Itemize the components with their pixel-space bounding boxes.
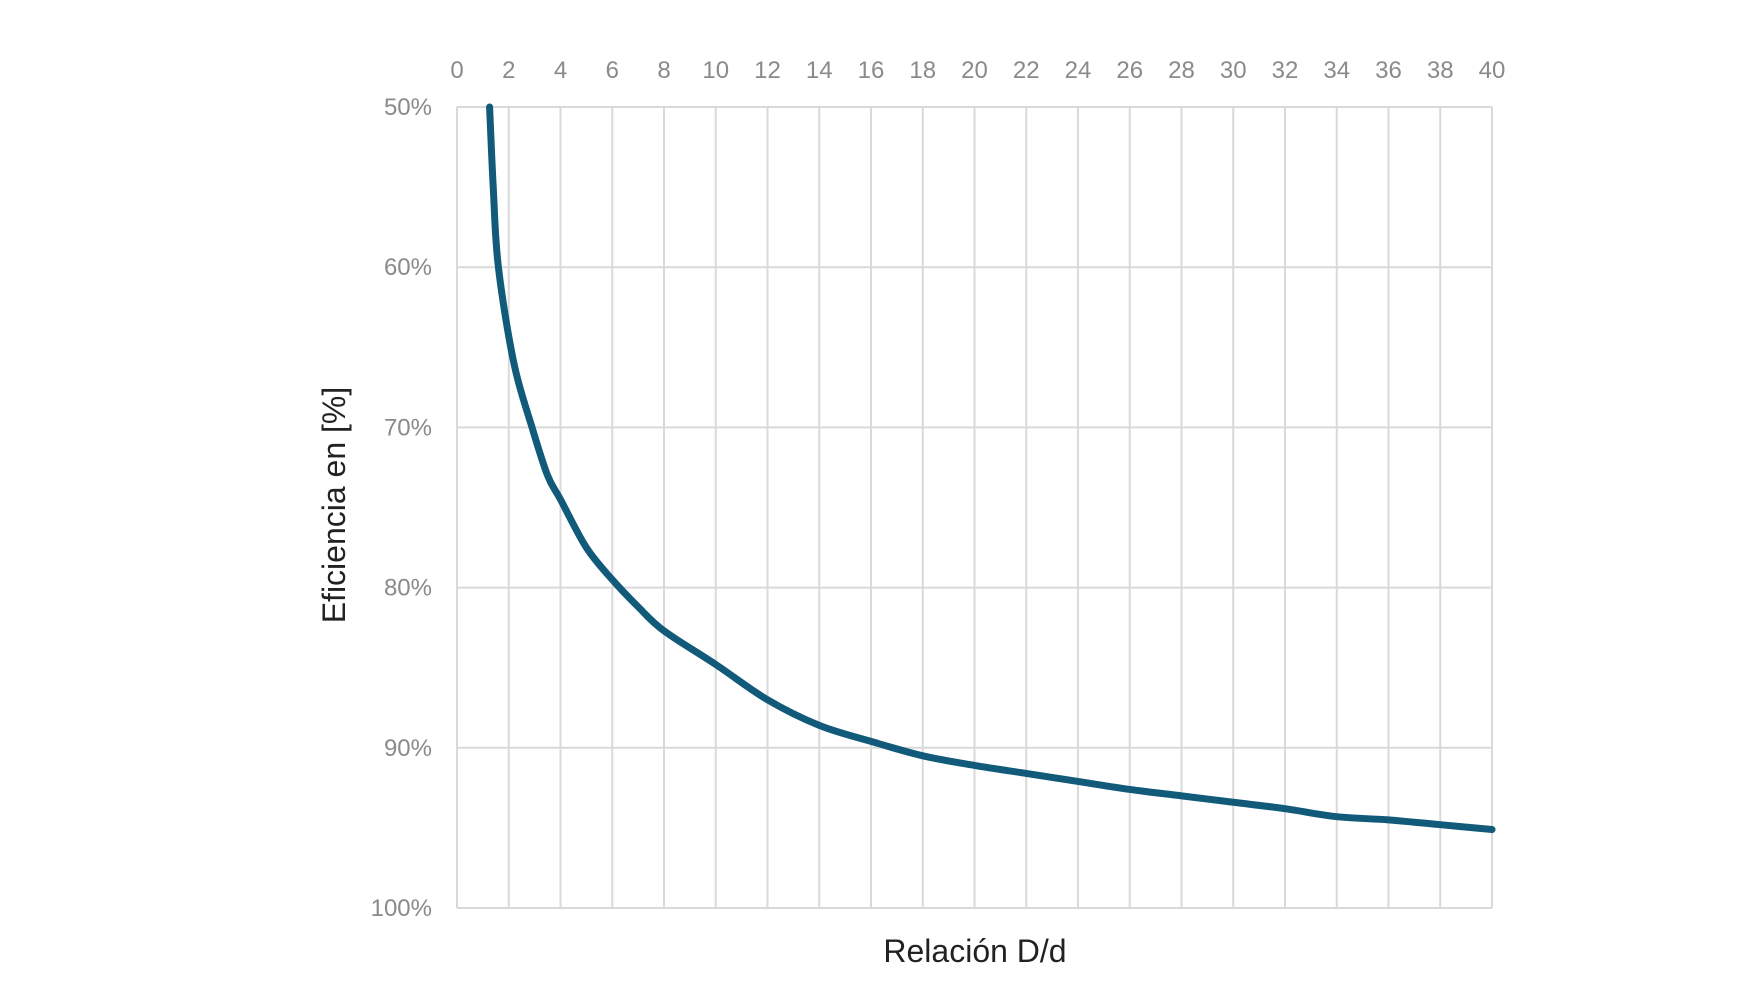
x-tick-label: 16 (858, 57, 885, 84)
x-tick-label: 22 (1013, 57, 1040, 84)
x-tick-label: 36 (1375, 57, 1402, 84)
grid (456, 106, 1493, 909)
x-tick-label: 24 (1065, 57, 1092, 84)
x-tick-label: 12 (754, 57, 781, 84)
y-tick-label: 50% (384, 94, 432, 121)
x-tick-label: 38 (1427, 57, 1454, 84)
x-tick-label: 30 (1220, 57, 1247, 84)
y-tick-label: 90% (384, 735, 432, 762)
x-tick-labels: 0 2 4 6 8 10 12 14 16 18 20 22 24 26 28 30 32 34 36 38 40 (450, 57, 1505, 84)
x-tick-label: 8 (657, 57, 670, 84)
x-tick-label: 10 (702, 57, 729, 84)
x-tick-label: 32 (1272, 57, 1299, 84)
x-tick-label: 6 (606, 57, 619, 84)
y-tick-label: 70% (384, 414, 432, 441)
x-tick-label: 2 (502, 57, 515, 84)
x-tick-label: 14 (806, 57, 833, 84)
x-tick-label: 20 (961, 57, 988, 84)
y-tick-labels: 50% 60% 70% 80% 90% 100% (371, 94, 432, 922)
x-tick-label: 26 (1116, 57, 1143, 84)
x-axis-title: Relación D/d (883, 933, 1066, 969)
y-tick-label: 100% (371, 895, 432, 922)
x-tick-label: 28 (1168, 57, 1195, 84)
x-tick-label: 40 (1479, 57, 1506, 84)
x-tick-label: 34 (1323, 57, 1350, 84)
y-axis-title: Eficiencia en [%] (316, 387, 352, 624)
x-tick-label: 0 (450, 57, 463, 84)
x-tick-label: 18 (909, 57, 936, 84)
series-line (486, 103, 1496, 834)
y-tick-label: 60% (384, 254, 432, 281)
y-tick-label: 80% (384, 575, 432, 602)
x-tick-label: 4 (554, 57, 567, 84)
